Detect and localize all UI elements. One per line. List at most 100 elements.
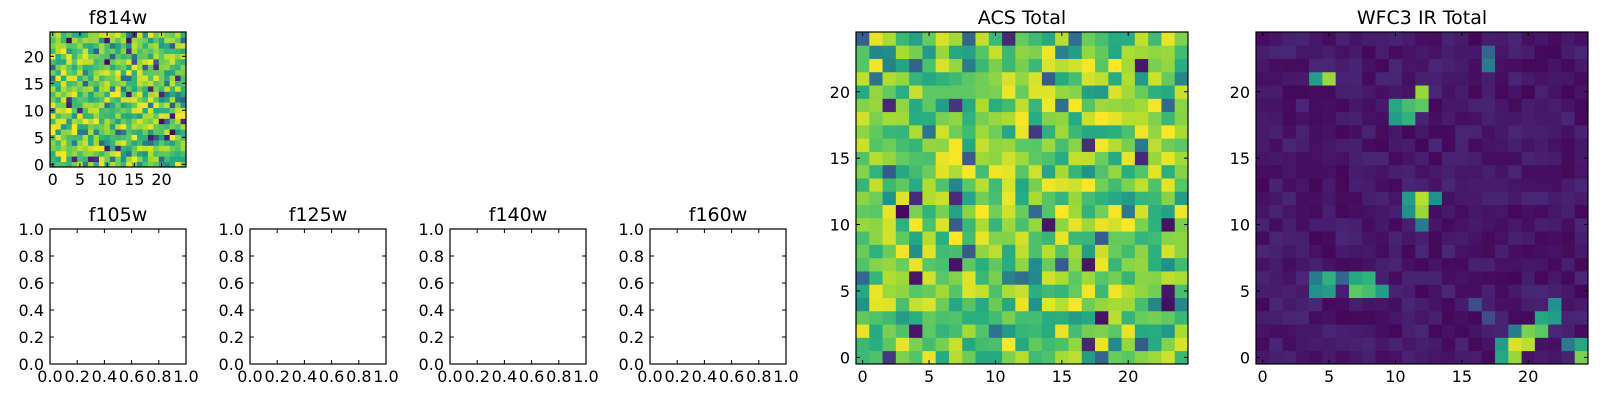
- acs-total-cell: [895, 58, 910, 73]
- wfc3-ir-total-cell: [1468, 164, 1483, 179]
- acs-total-cell: [1095, 58, 1109, 73]
- acs-total-cell: [962, 284, 976, 298]
- f814w-cell: [104, 59, 111, 65]
- f814w-cell: [142, 123, 149, 130]
- wfc3-ir-total-cell: [1335, 324, 1350, 338]
- acs-total-cell: [869, 98, 883, 113]
- f160w-title: f160w: [689, 204, 748, 226]
- wfc3-ir-total-cell: [1388, 297, 1403, 312]
- acs-total-cell: [1161, 71, 1176, 86]
- f814w-cell: [153, 75, 160, 81]
- acs-total-cell: [1015, 85, 1030, 99]
- f814w-cell: [93, 64, 100, 71]
- acs-total-xtick-label: 10: [985, 367, 1005, 386]
- acs-total-cell: [1134, 58, 1149, 73]
- f814w-cell: [82, 59, 89, 65]
- acs-total-cell: [922, 71, 937, 86]
- wfc3-ir-total-cell: [1441, 124, 1456, 139]
- acs-total-cell: [1081, 231, 1096, 245]
- f814w-xtick-label: 5: [75, 170, 85, 189]
- f814w-cell: [180, 113, 187, 119]
- wfc3-ir-total-cell: [1295, 98, 1310, 113]
- wfc3-ir-total-cell: [1402, 244, 1416, 259]
- acs-total-cell: [1121, 151, 1136, 166]
- wfc3-ir-total-cell: [1534, 257, 1549, 272]
- f814w-cell: [82, 64, 89, 71]
- wfc3-ir-total-cell: [1481, 151, 1496, 166]
- acs-total-cell: [1161, 284, 1176, 298]
- acs-total-cell: [1015, 164, 1030, 179]
- wfc3-ir-total-cell: [1388, 45, 1403, 59]
- f814w-cell: [109, 150, 116, 157]
- f814w-cell: [126, 86, 132, 92]
- f814w-cell: [98, 113, 105, 119]
- f814w-cell: [93, 156, 100, 162]
- f814w-cell: [77, 129, 84, 135]
- wfc3-ir-total-cell: [1388, 71, 1403, 86]
- f814w-cell: [169, 48, 176, 54]
- f814w-cell: [147, 134, 154, 141]
- wfc3-ir-total-cell: [1468, 271, 1483, 285]
- f814w-cell: [137, 145, 143, 152]
- acs-total-cell: [1148, 257, 1162, 272]
- acs-total-cell: [1028, 58, 1043, 73]
- acs-total-cell: [1055, 151, 1069, 166]
- wfc3-ir-total-cell: [1322, 284, 1337, 298]
- acs-total-cell: [1028, 297, 1043, 312]
- acs-total-cell: [1028, 191, 1043, 206]
- f814w-cell: [66, 69, 73, 76]
- acs-total-cell: [988, 178, 1003, 192]
- acs-total-cell: [869, 32, 883, 46]
- wfc3-ir-total-cell: [1428, 324, 1443, 338]
- wfc3-ir-total-cell: [1574, 164, 1589, 179]
- acs-total-cell: [962, 111, 976, 126]
- wfc3-ir-total-cell: [1508, 124, 1522, 139]
- f105w-xtick-label: 0.6: [119, 367, 144, 386]
- acs-total-cell: [1055, 257, 1069, 272]
- acs-total-cell: [962, 191, 976, 206]
- wfc3-ir-total-cell: [1534, 45, 1549, 59]
- acs-total-cell: [1015, 111, 1030, 126]
- acs-total-cell: [1134, 138, 1149, 152]
- acs-total-cell: [1174, 124, 1189, 139]
- wfc3-ir-total-cell: [1534, 58, 1549, 73]
- wfc3-ir-total-cell: [1561, 138, 1576, 152]
- acs-total-cell: [1134, 204, 1149, 219]
- f814w-cell: [93, 91, 100, 98]
- f814w-cell: [60, 53, 67, 60]
- f814w-cell: [126, 91, 132, 98]
- wfc3-ir-total-cell: [1495, 45, 1509, 59]
- acs-total-cell: [1028, 111, 1043, 126]
- acs-total-cell: [1108, 45, 1122, 59]
- f814w-cell: [175, 123, 181, 130]
- acs-total-cell: [1041, 45, 1056, 59]
- acs-total-cell: [895, 271, 910, 285]
- wfc3-ir-total-cell: [1348, 310, 1363, 325]
- acs-total-cell: [948, 310, 963, 325]
- f814w-cell: [169, 80, 176, 87]
- f160w-xtick-label: 0.6: [719, 367, 744, 386]
- f814w-cell: [137, 32, 143, 38]
- acs-total-cell: [1002, 310, 1016, 325]
- wfc3-ir-total-cell: [1534, 324, 1549, 338]
- acs-total-cell: [1161, 257, 1176, 272]
- f814w-cell: [142, 156, 149, 162]
- acs-total-cell: [1028, 217, 1043, 232]
- f814w-cell: [115, 140, 122, 146]
- wfc3-ir-total-cell: [1561, 231, 1576, 245]
- wfc3-ir-total-cell: [1455, 138, 1469, 152]
- wfc3-ir-total-cell: [1309, 217, 1323, 232]
- f814w-cell: [169, 107, 176, 114]
- acs-total-cell: [1028, 204, 1043, 219]
- f814w-cell: [120, 80, 127, 87]
- f814w-cell: [88, 129, 94, 135]
- wfc3-ir-total-cell: [1322, 164, 1337, 179]
- acs-total-cell: [1174, 350, 1189, 365]
- wfc3-ir-total-cell: [1282, 124, 1297, 139]
- f814w-cell: [88, 75, 94, 81]
- f140w-ytick-label: 0.4: [419, 301, 444, 320]
- acs-total-cell: [1148, 204, 1162, 219]
- acs-total-cell: [1002, 257, 1016, 272]
- wfc3-ir-total-cell: [1309, 45, 1323, 59]
- f814w-cell: [82, 150, 89, 157]
